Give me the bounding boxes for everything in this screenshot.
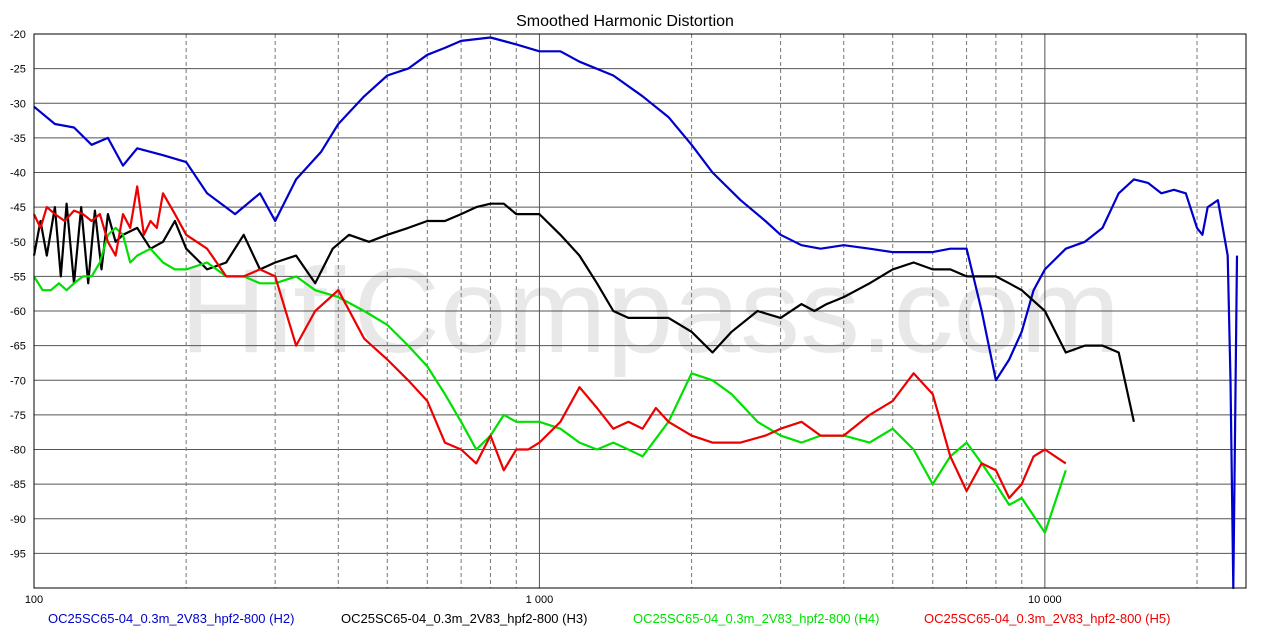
y-tick-label: -90 (10, 514, 26, 526)
series-layer (32, 36, 1239, 590)
y-tick-label: -25 (10, 64, 26, 76)
y-tick-label: -50 (10, 237, 26, 249)
x-tick-label: 10 000 (1028, 594, 1062, 606)
y-tick-label: -60 (10, 306, 26, 318)
x-tick-label: 100 (25, 594, 43, 606)
legend-entry: OC25SC65-04_0.3m_2V83_hpf2-800 (H5) (924, 611, 1170, 626)
y-tick-label: -75 (10, 410, 26, 422)
plot-frame (33, 33, 1247, 589)
y-tick-label: -55 (10, 271, 26, 283)
y-tick-label: -35 (10, 133, 26, 145)
y-tick-label: -85 (10, 479, 26, 491)
x-tick-label: 1 000 (526, 594, 554, 606)
y-tick-label: -45 (10, 202, 26, 214)
series-line-h5 (33, 185, 1067, 500)
y-tick-label: -95 (10, 548, 26, 560)
legend-entry: OC25SC65-04_0.3m_2V83_hpf2-800 (H3) (341, 611, 587, 626)
series-line-h2 (33, 36, 1239, 590)
series-line-h3 (32, 202, 1135, 423)
legend-entry: OC25SC65-04_0.3m_2V83_hpf2-800 (H2) (48, 611, 294, 626)
y-tick-label: -30 (10, 98, 26, 110)
y-tick-label: -40 (10, 168, 26, 180)
y-tick-label: -80 (10, 445, 26, 457)
tick-labels: -20 -25 -30 -35 -40 -45 -50 -55 -60 -65 -70 -75 -80 -… (10, 29, 1062, 606)
legend-entry: OC25SC65-04_0.3m_2V83_hpf2-800 (H4) (633, 611, 879, 626)
chart-title: Smoothed Harmonic Distortion (516, 13, 734, 30)
legend: OC25SC65-04_0.3m_2V83_hpf2-800 (H2) OC25S… (48, 611, 1170, 626)
y-tick-label: -70 (10, 375, 26, 387)
y-tick-label: -20 (10, 29, 26, 41)
y-tick-label: -65 (10, 341, 26, 353)
grid-layer (34, 34, 1246, 588)
